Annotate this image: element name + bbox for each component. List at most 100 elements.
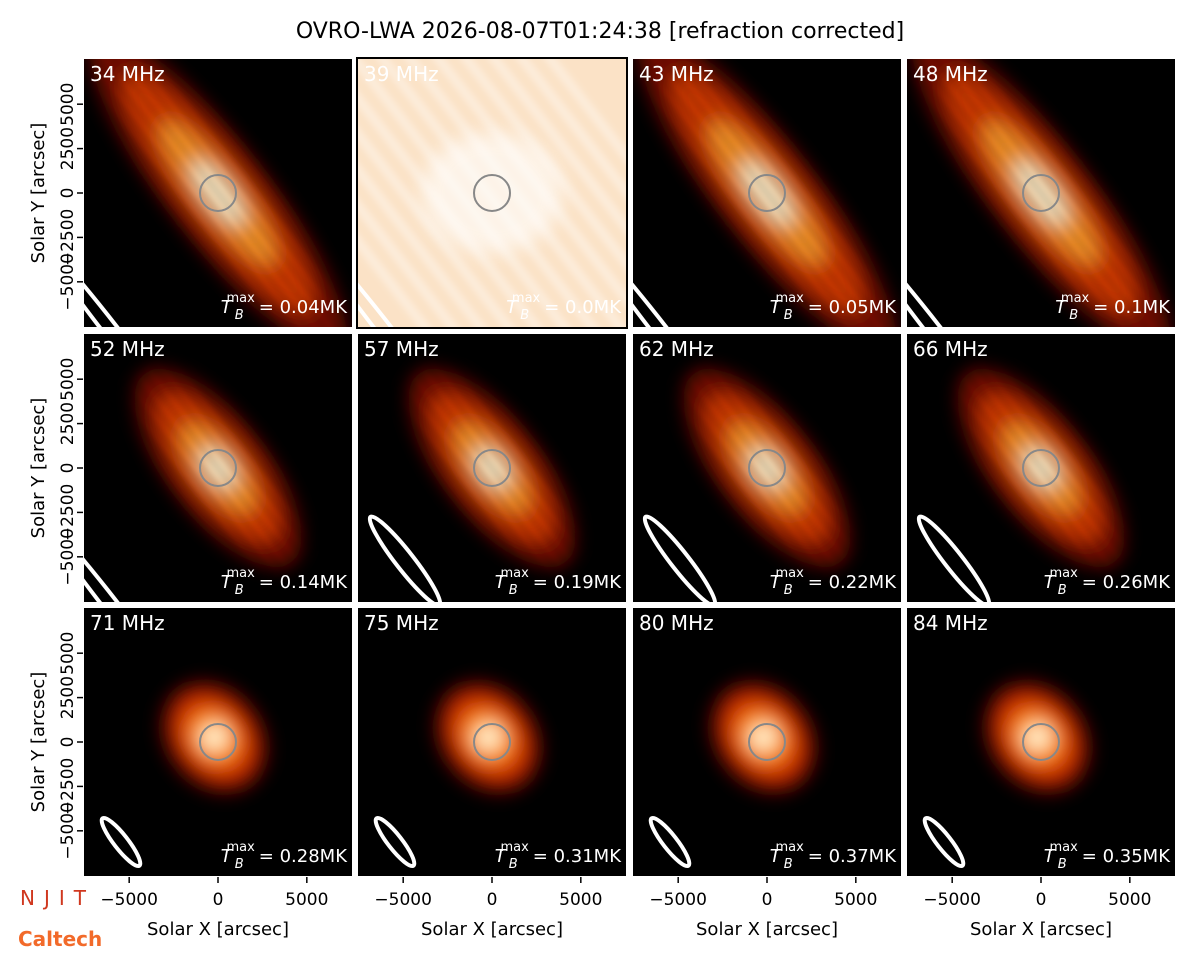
stripe (357, 58, 566, 328)
fringe (632, 58, 883, 328)
tb-symbol-sup: max (226, 291, 255, 306)
fringe (83, 58, 334, 328)
panel (357, 333, 627, 603)
x-tick-label: 0 (213, 890, 224, 910)
tb-symbol: T (770, 572, 783, 593)
panel-frame (356, 57, 628, 329)
stripe (395, 58, 627, 328)
y-tick-label: 0 (58, 463, 78, 474)
fringe (114, 394, 266, 586)
y-tick-label: −5000 (58, 528, 78, 586)
tb-symbol-sup: max (775, 566, 804, 581)
tb-symbol-sub: B (1058, 583, 1067, 598)
solar-limb (199, 174, 237, 212)
panel-title: 43 MHz (639, 62, 714, 86)
x-tick-label: 5000 (285, 890, 328, 910)
fringe (435, 357, 587, 550)
fringe (83, 58, 315, 328)
x-tick-label: 5000 (834, 890, 877, 910)
panel-title: 39 MHz (364, 62, 439, 86)
fringe (161, 357, 313, 550)
tb-annotation: = 0.05MK (808, 297, 897, 318)
panel-title: 48 MHz (913, 62, 988, 86)
y-tick-label: 2500 (58, 402, 78, 445)
stripe (357, 69, 549, 328)
fringe (937, 394, 1089, 586)
panel (632, 58, 902, 328)
tb-annotation: = 0.14MK (259, 572, 348, 593)
y-axis-label: Solar Y [arcsec] (28, 398, 49, 539)
fringe (407, 379, 558, 572)
tb-symbol: T (221, 846, 234, 867)
tb-symbol-sub: B (235, 583, 244, 598)
panel-frame (905, 332, 1177, 604)
emission (710, 681, 817, 794)
x-tick-label: −5000 (923, 890, 981, 910)
tb-symbol: T (495, 846, 508, 867)
x-axis-label: Solar X [arcsec] (147, 919, 289, 940)
tb-symbol: T (221, 297, 234, 318)
solar-limb (473, 723, 511, 761)
fringe (944, 58, 1176, 328)
emission-core (475, 724, 501, 750)
fringe (426, 364, 577, 557)
fringe (701, 364, 852, 557)
x-axis-label: Solar X [arcsec] (696, 919, 838, 940)
y-tick-label: 0 (58, 737, 78, 748)
solar-limb (199, 449, 237, 487)
panel (357, 58, 627, 328)
fringe (691, 372, 843, 564)
tb-symbol: T (1044, 572, 1057, 593)
fringe (984, 357, 1136, 550)
emission-core (201, 724, 227, 750)
tb-symbol-sup: max (775, 840, 804, 855)
tb-symbol: T (770, 297, 783, 318)
panel-title: 57 MHz (364, 337, 439, 361)
tb-symbol-sub: B (235, 857, 244, 872)
y-axis-label: Solar Y [arcsec] (28, 123, 49, 264)
tb-symbol-sub: B (784, 308, 793, 323)
panel-frame (631, 57, 903, 329)
tb-symbol: T (495, 572, 508, 593)
y-tick-label: 0 (58, 188, 78, 199)
fringe (663, 394, 815, 586)
fringe (916, 58, 1166, 328)
tb-annotation: = 0.0MK (544, 297, 622, 318)
tb-symbol: T (221, 572, 234, 593)
solar-limb (748, 723, 786, 761)
y-tick-label: 5000 (58, 83, 78, 126)
fringes (114, 350, 322, 586)
tb-annotation: = 0.19MK (533, 572, 622, 593)
tb-symbol-sup: max (1049, 566, 1078, 581)
x-tick-label: 0 (1036, 890, 1047, 910)
x-axis-label: Solar X [arcsec] (970, 919, 1112, 940)
glow (422, 133, 562, 253)
tb-annotation: = 0.31MK (533, 846, 622, 867)
fringe (906, 58, 1147, 328)
stripe (357, 58, 583, 328)
x-tick-label: 5000 (1108, 890, 1151, 910)
fringe (975, 364, 1126, 557)
fringe (142, 372, 294, 564)
panel-title: 52 MHz (90, 337, 165, 361)
fringe (993, 350, 1145, 542)
beam (99, 815, 143, 869)
emission (984, 681, 1091, 794)
fringe (965, 372, 1117, 564)
fringe (416, 372, 568, 564)
tb-symbol-sub: B (784, 857, 793, 872)
fringe (682, 379, 833, 572)
beam (922, 815, 966, 869)
beam (916, 514, 992, 603)
panel (83, 607, 353, 877)
solar-limb (1022, 449, 1060, 487)
fringe (651, 58, 902, 328)
fringe (83, 58, 324, 328)
fringe (946, 386, 1098, 579)
x-tick-label: 5000 (559, 890, 602, 910)
fringe (123, 386, 275, 579)
fringes (906, 58, 1176, 328)
solar-limb (748, 174, 786, 212)
fringe (906, 58, 1157, 328)
